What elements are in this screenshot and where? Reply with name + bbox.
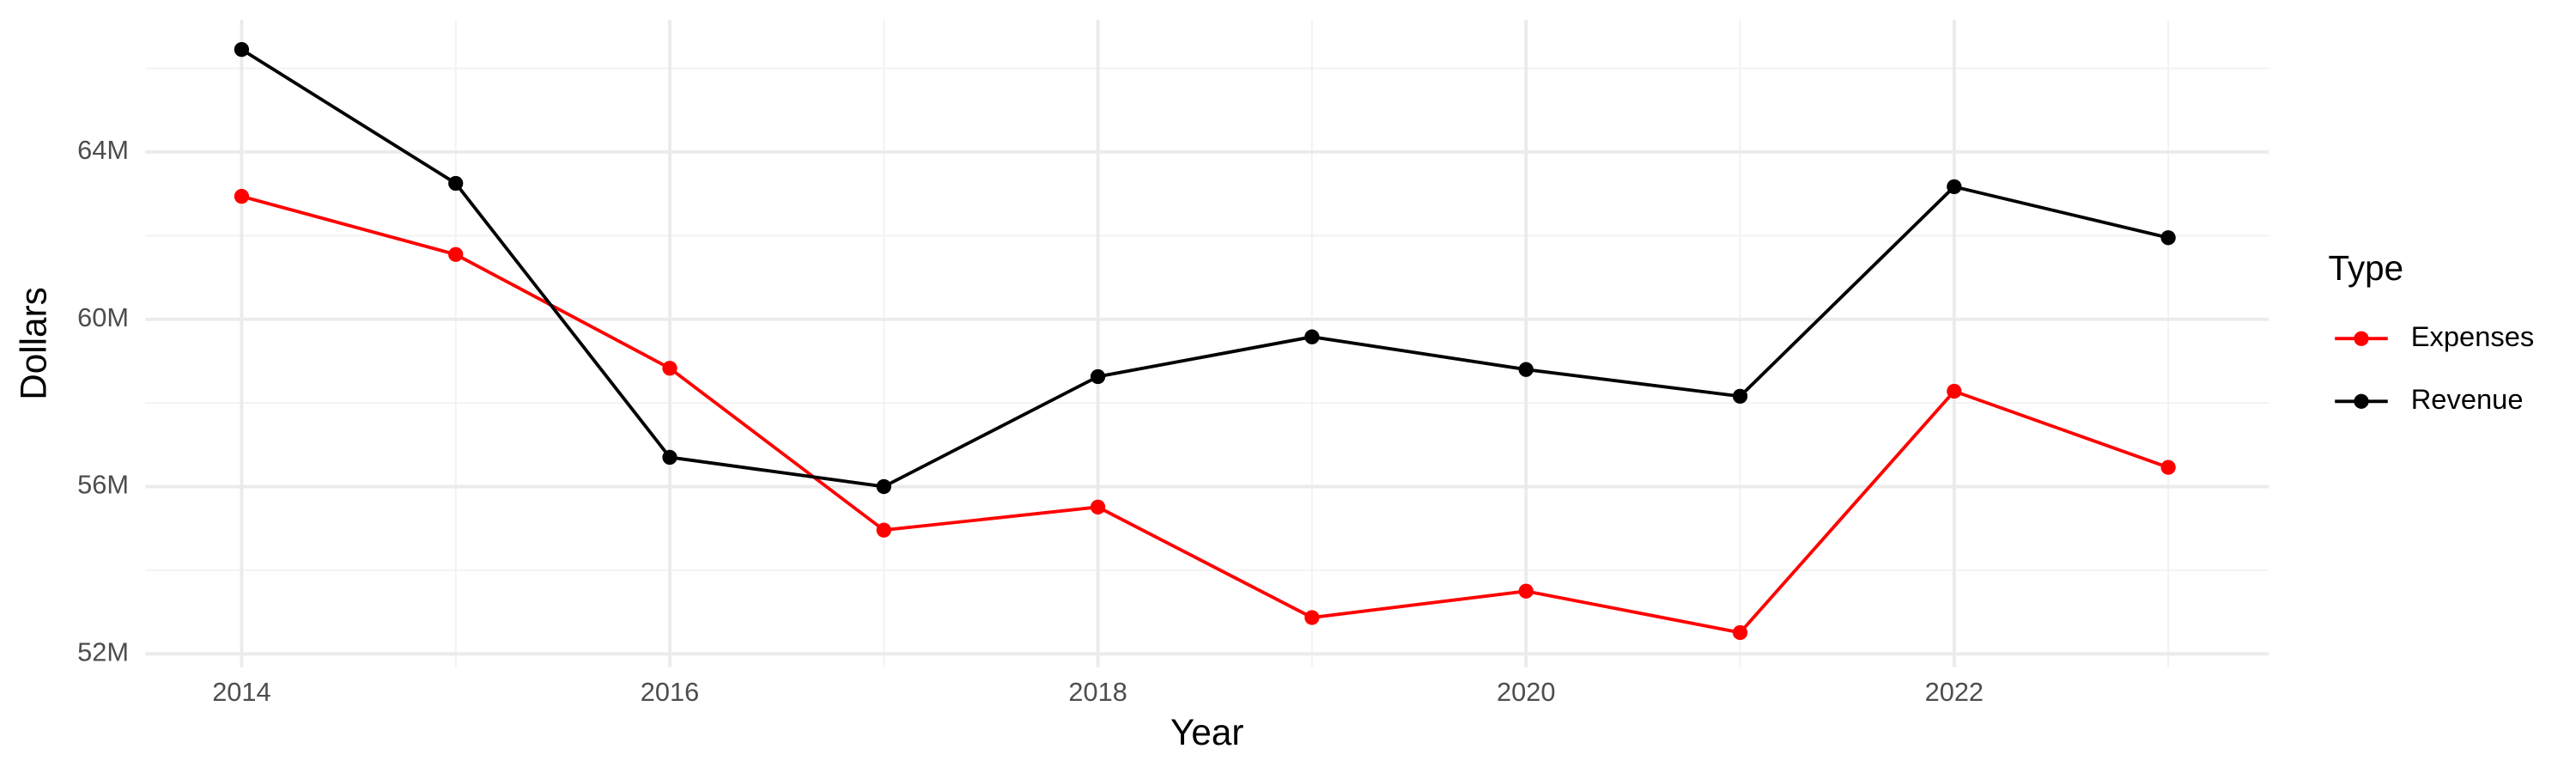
- legend-key-point: [2354, 331, 2369, 346]
- series-line: [240, 48, 2169, 489]
- data-point: [662, 449, 677, 466]
- legend-label: Revenue: [2411, 383, 2524, 415]
- data-point: [1304, 329, 1320, 344]
- data-point: [876, 478, 891, 495]
- data-point: [662, 361, 677, 376]
- x-tick-label: 2014: [212, 677, 270, 707]
- series-line: [240, 194, 2169, 635]
- data-point: [1304, 610, 1320, 625]
- legend-label: Expenses: [2411, 320, 2535, 352]
- data-point: [1090, 368, 1106, 385]
- data-point: [1518, 583, 1534, 599]
- y-tick-label: 64M: [77, 135, 129, 165]
- y-axis-title: Dollars: [13, 287, 53, 400]
- data-point: [234, 41, 250, 58]
- data-point: [448, 175, 464, 192]
- data-point: [1732, 388, 1748, 405]
- legend-key-point: [2354, 393, 2369, 409]
- x-tick-label: 2020: [1497, 677, 1555, 707]
- x-axis-title: Year: [1170, 712, 1243, 752]
- data-point: [448, 247, 464, 262]
- data-point: [1090, 499, 1106, 515]
- x-tick-label: 2016: [641, 677, 699, 707]
- data-point: [234, 188, 250, 204]
- x-tick-label: 2022: [1925, 677, 1984, 707]
- data-point: [2160, 230, 2176, 246]
- data-point: [1947, 179, 1962, 195]
- data-point: [1518, 362, 1534, 377]
- x-tick-label: 2018: [1068, 677, 1127, 707]
- legend-title: Type: [2329, 248, 2404, 288]
- data-point: [1732, 624, 1748, 641]
- y-tick-label: 52M: [77, 636, 129, 666]
- data-point: [1947, 383, 1962, 399]
- data-point: [2160, 460, 2176, 475]
- data-point: [876, 522, 891, 538]
- y-tick-label: 60M: [77, 302, 129, 332]
- y-tick-label: 56M: [77, 470, 129, 500]
